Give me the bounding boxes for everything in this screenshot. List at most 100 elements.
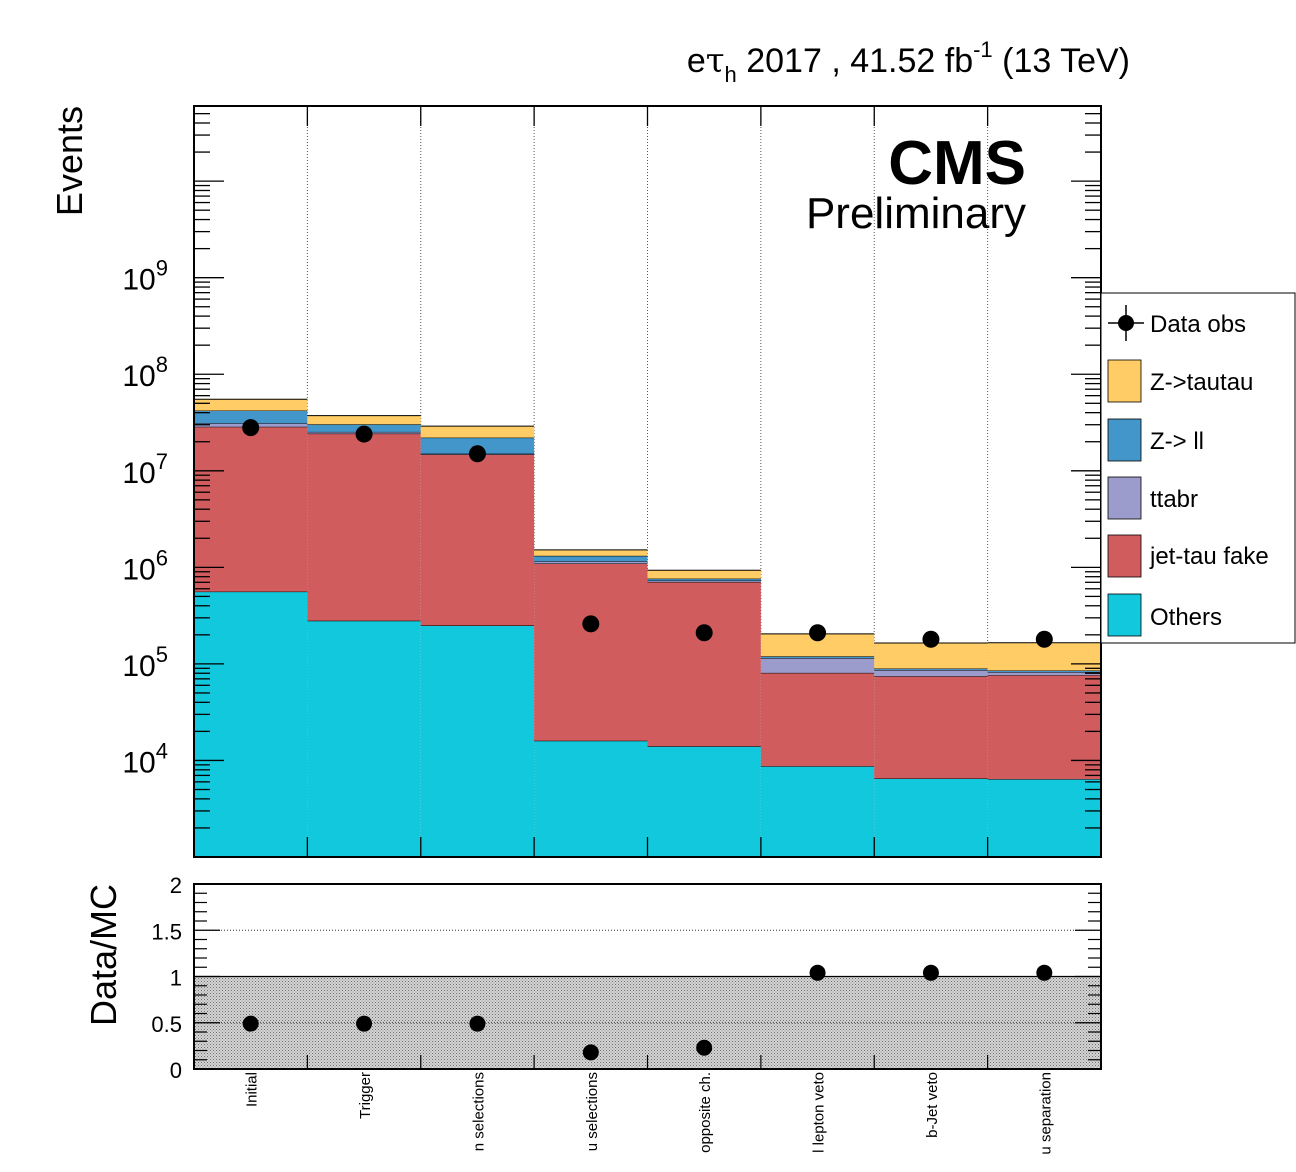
bar-z-ll <box>194 410 308 424</box>
ratio-y-tick-label: 1 <box>170 966 182 991</box>
bar-others <box>194 591 308 857</box>
bar-others <box>987 779 1101 857</box>
bar-z-ll <box>534 555 648 562</box>
bar-others <box>874 778 988 857</box>
legend-label: Z-> ll <box>1150 428 1204 455</box>
bar-jet-tau-fake <box>534 563 648 741</box>
x-axis-category-labels: Initial Trigger n selections u selections op… <box>244 1072 1055 1155</box>
bar-z-tautau <box>647 570 761 579</box>
bar-others <box>647 746 761 857</box>
ratio-y-tick-label: 0.5 <box>151 1012 182 1037</box>
legend-swatch <box>1107 359 1142 403</box>
bar-ttabr <box>874 669 988 677</box>
y-tick-label: 105 <box>122 642 168 683</box>
bar-z-ll <box>760 656 875 659</box>
y-tick-label: 104 <box>122 738 168 779</box>
y-tick-label: 108 <box>122 352 168 393</box>
ratio-point <box>922 964 939 981</box>
bar-jet-tau-fake <box>307 433 421 621</box>
data-point <box>468 445 486 463</box>
data-point <box>695 624 713 642</box>
bar-z-tautau <box>194 399 308 411</box>
x-axis-ticks <box>193 106 1102 857</box>
ratio-point <box>356 1015 373 1032</box>
legend-entry-ttabr: ttabr <box>1107 476 1198 520</box>
main-plot: 104 105 106 107 108 109 <box>122 105 1102 858</box>
legend-swatch <box>1107 476 1142 520</box>
ratio-points <box>242 964 1053 1061</box>
chart-title: eτh 2017 , 41.52 fb-1 (13 TeV) <box>687 37 1130 87</box>
bar-z-ll <box>647 578 761 581</box>
legend-entry-data-obs: Data obs <box>1108 305 1246 341</box>
bar-z-tautau <box>307 415 421 425</box>
legend-entry-others: Others <box>1107 593 1222 637</box>
bar-ttabr <box>534 561 648 564</box>
bar-z-tautau <box>420 426 535 438</box>
data-point <box>922 630 940 648</box>
legend-swatch <box>1107 534 1142 578</box>
ratio-y-axis-label: Data/MC <box>83 884 124 1026</box>
data-point <box>809 624 827 642</box>
ratio-grid <box>194 929 1101 1024</box>
ratio-point <box>582 1044 599 1061</box>
preliminary-label: Preliminary <box>806 189 1026 238</box>
bar-jet-tau-fake <box>760 672 875 767</box>
legend-label: Data obs <box>1150 311 1246 338</box>
x-category-label: Initial <box>244 1072 261 1107</box>
stacked-bars <box>194 398 1101 857</box>
ratio-y-tick-label: 1.5 <box>151 919 182 944</box>
bar-others <box>760 766 875 857</box>
bar-others <box>534 740 648 857</box>
bar-jet-tau-fake <box>194 426 308 592</box>
bar-ttabr <box>760 658 875 673</box>
ratio-point <box>469 1015 486 1032</box>
x-category-label: u selections <box>584 1072 601 1151</box>
data-points <box>242 419 1053 648</box>
ratio-point <box>242 1015 259 1032</box>
bar-jet-tau-fake <box>987 675 1101 780</box>
legend-box <box>1100 292 1296 644</box>
x-category-label: u separation <box>1037 1072 1054 1155</box>
ratio-y-axis-ticks: 0 0.5 1 1.5 2 <box>151 873 1102 1083</box>
y-axis-ticks: 104 105 106 107 108 109 <box>122 105 1101 858</box>
bar-others <box>307 620 421 857</box>
x-category-label: n selections <box>470 1072 487 1151</box>
x-category-label: b-Jet veto <box>924 1072 941 1138</box>
ratio-y-tick-label: 0 <box>170 1058 182 1083</box>
bar-jet-tau-fake <box>874 676 988 779</box>
data-point <box>582 615 600 633</box>
bar-others <box>420 625 535 857</box>
ratio-y-tick-label: 2 <box>170 873 182 898</box>
bar-jet-tau-fake <box>647 582 761 747</box>
y-tick-label: 107 <box>122 449 168 490</box>
data-point <box>1035 630 1053 648</box>
legend-label: jet-tau fake <box>1149 543 1269 570</box>
legend: Data obs Z->tautau Z-> ll ttabr jet-tau … <box>1100 292 1296 644</box>
ratio-point <box>696 1039 713 1056</box>
legend-entry-z-ll: Z-> ll <box>1107 418 1204 462</box>
y-tick-label: 106 <box>122 545 168 586</box>
ratio-point <box>1036 964 1053 981</box>
legend-label: Others <box>1150 604 1222 631</box>
ratio-point <box>809 964 826 981</box>
bar-z-ll <box>874 668 988 670</box>
legend-swatch <box>1107 593 1142 637</box>
ratio-plot: 0 0.5 1 1.5 2 <box>151 873 1102 1083</box>
bar-z-tautau <box>534 549 648 556</box>
bar-z-ll <box>987 670 1101 673</box>
legend-label: ttabr <box>1150 486 1198 513</box>
x-category-label: Trigger <box>357 1072 374 1119</box>
legend-entry-z-tautau: Z->tautau <box>1107 359 1253 403</box>
legend-marker-dot <box>1118 315 1134 331</box>
cms-label: CMS <box>888 129 1026 198</box>
x-category-label: l lepton veto <box>811 1072 828 1153</box>
bar-z-tautau <box>760 633 875 657</box>
y-tick-label: 109 <box>122 256 168 297</box>
y-axis-label: Events <box>49 106 90 216</box>
legend-entry-jet-tau-fake: jet-tau fake <box>1107 534 1269 578</box>
x-category-label: opposite ch. <box>697 1072 714 1153</box>
legend-label: Z->tautau <box>1150 369 1253 396</box>
legend-swatch <box>1107 418 1142 462</box>
data-point <box>355 425 373 443</box>
